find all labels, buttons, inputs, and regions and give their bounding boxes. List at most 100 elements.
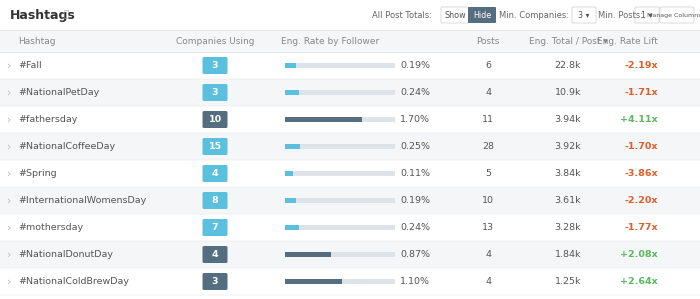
Text: ⓘ: ⓘ [64, 10, 69, 19]
Text: 1.84k: 1.84k [554, 250, 581, 259]
FancyBboxPatch shape [468, 7, 496, 23]
Bar [285, 252, 331, 257]
Bar [0, 268, 700, 295]
Text: 1.10%: 1.10% [400, 277, 430, 286]
FancyBboxPatch shape [635, 7, 659, 23]
Bar [285, 198, 395, 203]
FancyBboxPatch shape [202, 192, 228, 209]
Text: 8: 8 [211, 196, 218, 205]
Bar [0, 79, 700, 106]
Text: 22.8k: 22.8k [554, 61, 581, 70]
Text: +2.08x: +2.08x [620, 250, 658, 259]
Text: 0.19%: 0.19% [400, 196, 430, 205]
FancyBboxPatch shape [202, 273, 228, 290]
FancyBboxPatch shape [202, 57, 228, 74]
Bar [0, 214, 700, 241]
Text: 4: 4 [485, 277, 491, 286]
Text: All Post Totals:: All Post Totals: [372, 10, 432, 19]
Text: 3: 3 [211, 277, 218, 286]
Text: 4: 4 [211, 250, 218, 259]
Text: 3: 3 [211, 61, 218, 70]
Text: Min. Companies:: Min. Companies: [499, 10, 569, 19]
Text: ›: › [7, 88, 11, 97]
Bar [285, 90, 300, 95]
Text: 0.87%: 0.87% [400, 250, 430, 259]
Text: -2.19x: -2.19x [624, 61, 658, 70]
Text: #InternationalWomensDay: #InternationalWomensDay [18, 196, 146, 205]
FancyBboxPatch shape [202, 246, 228, 263]
Text: 4: 4 [485, 88, 491, 97]
Text: #NationalDonutDay: #NationalDonutDay [18, 250, 113, 259]
Text: #fathersday: #fathersday [18, 115, 78, 124]
Text: 0.19%: 0.19% [400, 61, 430, 70]
Text: ›: › [7, 169, 11, 179]
Bar [0, 133, 700, 160]
Bar [285, 225, 300, 230]
Text: 1.25k: 1.25k [554, 277, 581, 286]
Text: #Fall: #Fall [18, 61, 41, 70]
Text: #NationalCoffeeDay: #NationalCoffeeDay [18, 142, 115, 151]
Text: 28: 28 [482, 142, 494, 151]
FancyBboxPatch shape [202, 219, 228, 236]
Bar [0, 106, 700, 133]
Text: 3.84k: 3.84k [554, 169, 581, 178]
Text: 7: 7 [211, 223, 218, 232]
Text: -1.71x: -1.71x [624, 88, 658, 97]
Text: 0.11%: 0.11% [400, 169, 430, 178]
Text: #NationalPetDay: #NationalPetDay [18, 88, 99, 97]
FancyBboxPatch shape [572, 7, 596, 23]
Bar [285, 117, 362, 122]
Bar [285, 63, 395, 68]
Text: Eng. Rate Lift: Eng. Rate Lift [597, 36, 658, 45]
Text: Hashtags: Hashtags [10, 8, 76, 22]
Bar [0, 52, 700, 79]
Text: ›: › [7, 60, 11, 71]
Text: 0.25%: 0.25% [400, 142, 430, 151]
Bar [0, 0, 700, 30]
Text: 15: 15 [209, 142, 222, 151]
Bar [285, 63, 296, 68]
Text: Eng. Total / Post ▾: Eng. Total / Post ▾ [528, 36, 608, 45]
Text: Min. Posts:: Min. Posts: [598, 10, 643, 19]
FancyBboxPatch shape [202, 111, 228, 128]
Text: #mothersday: #mothersday [18, 223, 83, 232]
Bar [285, 144, 300, 149]
FancyBboxPatch shape [202, 165, 228, 182]
Text: 3.92k: 3.92k [554, 142, 581, 151]
FancyBboxPatch shape [202, 138, 228, 155]
Bar [285, 279, 395, 284]
Text: #Spring: #Spring [18, 169, 57, 178]
Bar [0, 187, 700, 214]
Text: Show: Show [444, 10, 466, 19]
Text: 0.24%: 0.24% [400, 88, 430, 97]
Text: Hide: Hide [473, 10, 491, 19]
Bar [285, 171, 293, 176]
Text: +4.11x: +4.11x [620, 115, 658, 124]
Text: 3.61k: 3.61k [554, 196, 581, 205]
Bar [285, 252, 395, 257]
Text: 10: 10 [209, 115, 222, 124]
Text: Posts: Posts [476, 36, 500, 45]
FancyBboxPatch shape [441, 7, 469, 23]
Text: -3.86x: -3.86x [624, 169, 658, 178]
Text: 0.24%: 0.24% [400, 223, 430, 232]
Text: 11: 11 [482, 115, 494, 124]
Bar [285, 90, 395, 95]
Text: 3: 3 [211, 88, 218, 97]
Text: ›: › [7, 196, 11, 205]
Text: 4: 4 [485, 250, 491, 259]
Text: 10.9k: 10.9k [554, 88, 581, 97]
Text: 5: 5 [485, 169, 491, 178]
Text: ›: › [7, 222, 11, 233]
Text: Manage Columns...: Manage Columns... [647, 13, 700, 18]
FancyBboxPatch shape [660, 7, 694, 23]
Bar [285, 117, 395, 122]
Bar [285, 279, 342, 284]
Text: 1.70%: 1.70% [400, 115, 430, 124]
Text: +2.64x: +2.64x [620, 277, 658, 286]
Text: 1 ▾: 1 ▾ [641, 10, 652, 19]
Text: ›: › [7, 115, 11, 124]
Text: Eng. Rate by Follower: Eng. Rate by Follower [281, 36, 379, 45]
Bar [0, 241, 700, 268]
Text: -1.70x: -1.70x [624, 142, 658, 151]
